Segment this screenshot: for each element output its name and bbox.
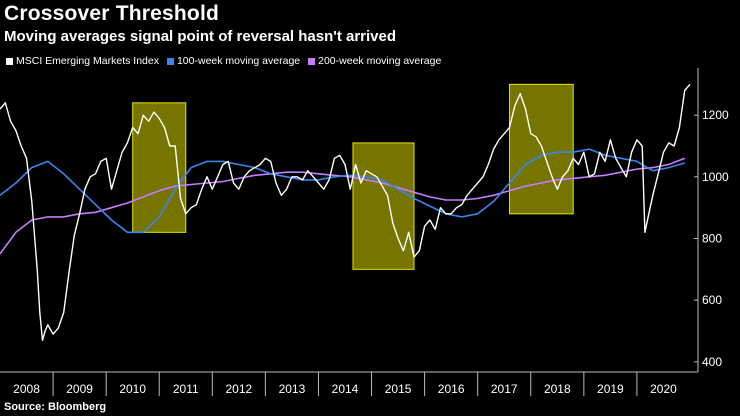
legend-swatch-ma200 (308, 57, 316, 65)
legend-label-ma200: 200-week moving average (318, 55, 442, 67)
series-line-msci (0, 83, 691, 341)
x-tick-label-2012: 2012 (225, 382, 252, 396)
x-tick-label-2009: 2009 (66, 382, 93, 396)
x-tick-label-2010: 2010 (119, 382, 146, 396)
legend-item-ma100: 100-week moving average (166, 55, 301, 67)
series-lines (0, 83, 691, 341)
legend-label-msci: MSCI Emerging Markets Index (16, 55, 159, 67)
series-line-ma100 (0, 148, 685, 234)
y-tick-label-800: 800 (702, 232, 722, 246)
x-tick-label-2017: 2017 (491, 382, 518, 396)
axes: 400 600 800 1000 1200 2008 2009 2010 2011 2012 201… (0, 68, 729, 396)
x-tick-label-2014: 2014 (332, 382, 359, 396)
x-tick-label-2019: 2019 (597, 382, 624, 396)
y-tick-label-1200: 1200 (702, 108, 729, 122)
highlight-box-3 (509, 83, 574, 215)
highlight-box-2 (352, 142, 415, 270)
x-tick-label-2015: 2015 (385, 382, 412, 396)
chart-subtitle: Moving averages signal point of reversal… (4, 28, 397, 45)
legend-label-ma100: 100-week moving average (176, 55, 301, 67)
legend: MSCI Emerging Markets Index 100-week mov… (6, 55, 441, 67)
x-tick-label-2013: 2013 (279, 382, 306, 396)
chart-title: Crossover Threshold (4, 2, 220, 25)
source-note: Source: Bloomberg (4, 401, 107, 413)
x-tick-label-2020: 2020 (650, 382, 677, 396)
x-tick-label-2008: 2008 (13, 382, 40, 396)
y-tick-label-1000: 1000 (702, 170, 729, 184)
y-tick-label-400: 400 (702, 355, 722, 369)
legend-swatch-ma100 (166, 57, 174, 65)
legend-swatch-msci (6, 57, 13, 65)
x-tick-label-2011: 2011 (173, 382, 199, 396)
legend-item-ma200: 200-week moving average (308, 55, 441, 67)
x-tick-label-2016: 2016 (438, 382, 465, 396)
series-line-ma200 (0, 157, 685, 255)
legend-item-msci: MSCI Emerging Markets Index (6, 55, 159, 67)
x-tick-label-2018: 2018 (544, 382, 571, 396)
y-tick-label-600: 600 (702, 293, 722, 307)
